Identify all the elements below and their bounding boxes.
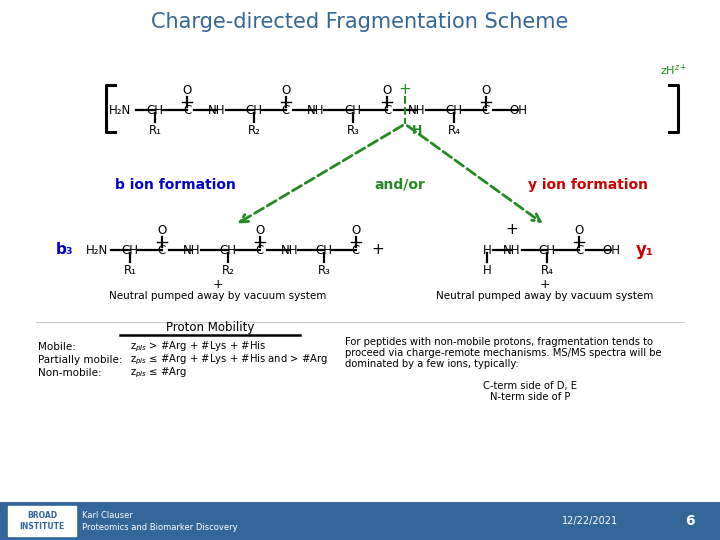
Text: b₃: b₃ <box>56 242 74 258</box>
Text: O: O <box>351 224 361 237</box>
Text: NH: NH <box>503 244 521 256</box>
Text: y ion formation: y ion formation <box>528 178 648 192</box>
Text: H: H <box>482 244 491 256</box>
Text: and/or: and/or <box>374 178 426 192</box>
Text: zH$^{z+}$: zH$^{z+}$ <box>660 62 688 78</box>
Text: +: + <box>505 222 518 238</box>
Text: R₄: R₄ <box>541 264 554 276</box>
Text: CH: CH <box>146 104 163 117</box>
Text: +: + <box>212 279 223 292</box>
Text: Karl Clauser: Karl Clauser <box>82 511 133 521</box>
Text: H₂N: H₂N <box>109 104 131 117</box>
Bar <box>8 506 76 536</box>
Text: Proteomics and Biomarker Discovery: Proteomics and Biomarker Discovery <box>82 523 238 532</box>
Text: O: O <box>282 84 291 97</box>
Text: NH: NH <box>307 104 325 117</box>
Text: dominated by a few ions, typically:: dominated by a few ions, typically: <box>345 359 518 369</box>
Text: R₂: R₂ <box>248 124 261 137</box>
Text: C: C <box>282 104 290 117</box>
Text: 6: 6 <box>685 514 695 528</box>
Text: BROAD
INSTITUTE: BROAD INSTITUTE <box>19 511 65 531</box>
Text: O: O <box>482 84 490 97</box>
Text: +: + <box>399 83 411 98</box>
Text: NH: NH <box>184 244 201 256</box>
Text: NH: NH <box>282 244 299 256</box>
Text: C: C <box>183 104 191 117</box>
Text: N-term side of P: N-term side of P <box>490 392 570 402</box>
Text: R₂: R₂ <box>222 264 235 276</box>
Text: CH: CH <box>539 244 556 256</box>
Text: H: H <box>482 264 491 276</box>
Text: NH: NH <box>408 104 426 117</box>
Text: CH: CH <box>315 244 333 256</box>
Text: OH: OH <box>509 104 527 117</box>
Text: C: C <box>352 244 360 256</box>
Text: Non-mobile:: Non-mobile: <box>38 368 102 378</box>
Text: For peptides with non-mobile protons, fragmentation tends to: For peptides with non-mobile protons, fr… <box>345 337 653 347</box>
Text: H₂N: H₂N <box>86 244 108 256</box>
Text: Neutral pumped away by vacuum system: Neutral pumped away by vacuum system <box>436 291 654 301</box>
Text: CH: CH <box>220 244 236 256</box>
Text: C: C <box>482 104 490 117</box>
Text: C: C <box>256 244 264 256</box>
Text: C-term side of D, E: C-term side of D, E <box>483 381 577 391</box>
Text: z$_{pIs}$ ≤ #Arg + #Lys + #His and > #Arg: z$_{pIs}$ ≤ #Arg + #Lys + #His and > #Ar… <box>130 353 328 367</box>
Text: Charge-directed Fragmentation Scheme: Charge-directed Fragmentation Scheme <box>151 12 569 32</box>
Bar <box>0 502 720 540</box>
Text: R₁: R₁ <box>124 264 137 276</box>
Text: CH: CH <box>122 244 138 256</box>
Text: OH: OH <box>602 244 620 256</box>
Text: C: C <box>158 244 166 256</box>
Text: CH: CH <box>446 104 462 117</box>
Text: R₁: R₁ <box>148 124 161 137</box>
Text: +: + <box>540 279 550 292</box>
Text: Partially mobile:: Partially mobile: <box>38 355 122 365</box>
Text: R₃: R₃ <box>346 124 359 137</box>
Text: b ion formation: b ion formation <box>114 178 235 192</box>
Text: Proton Mobility: Proton Mobility <box>166 321 254 334</box>
Text: O: O <box>182 84 192 97</box>
Text: O: O <box>256 224 265 237</box>
Text: CH: CH <box>246 104 263 117</box>
Text: O: O <box>158 224 166 237</box>
Text: R₄: R₄ <box>448 124 460 137</box>
Text: R₃: R₃ <box>318 264 330 276</box>
Text: C: C <box>575 244 583 256</box>
Text: proceed via charge-remote mechanisms. MS/MS spectra will be: proceed via charge-remote mechanisms. MS… <box>345 348 662 358</box>
Text: z$_{pIs}$ ≤ #Arg: z$_{pIs}$ ≤ #Arg <box>130 366 187 380</box>
Text: O: O <box>575 224 584 237</box>
Text: H: H <box>412 124 422 137</box>
Text: C: C <box>383 104 391 117</box>
Text: +: + <box>371 242 384 258</box>
Text: CH: CH <box>344 104 361 117</box>
Text: z$_{pIs}$ > #Arg + #Lys + #His: z$_{pIs}$ > #Arg + #Lys + #His <box>130 340 266 354</box>
Text: 12/22/2021: 12/22/2021 <box>562 516 618 526</box>
Text: Neutral pumped away by vacuum system: Neutral pumped away by vacuum system <box>109 291 327 301</box>
Text: NH: NH <box>208 104 226 117</box>
Text: O: O <box>382 84 392 97</box>
Text: Mobile:: Mobile: <box>38 342 76 352</box>
Text: y₁: y₁ <box>636 241 654 259</box>
